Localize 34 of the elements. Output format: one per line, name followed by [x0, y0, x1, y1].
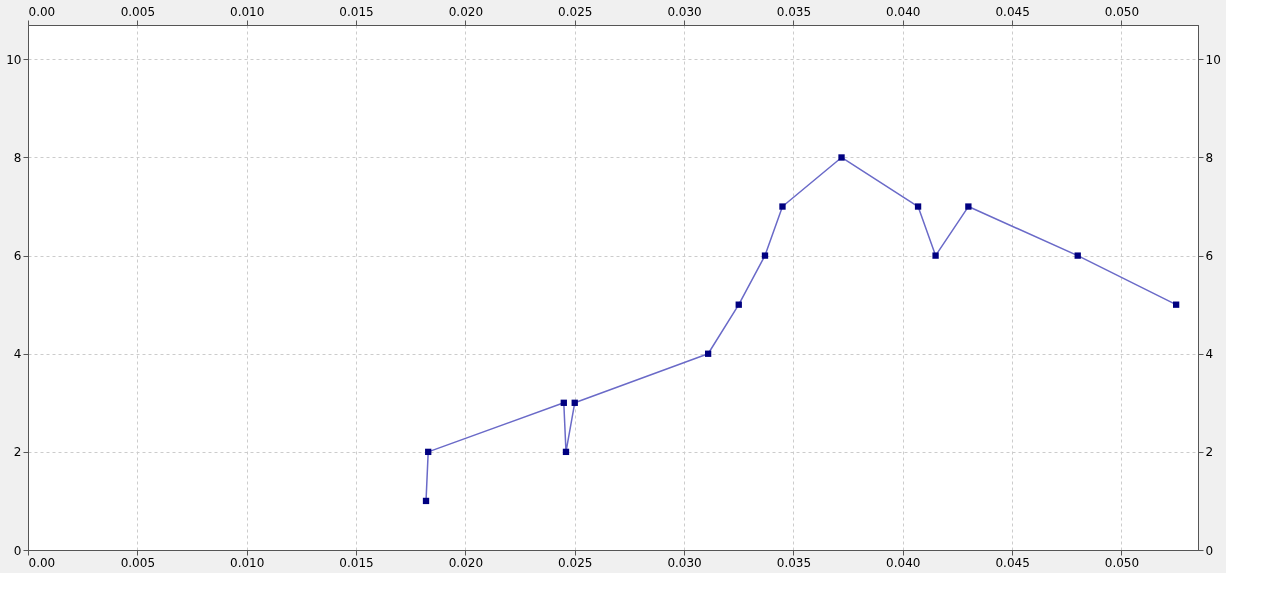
x2-tick-label: 0.025 — [558, 4, 593, 19]
x-tick-label: 0.015 — [339, 555, 374, 570]
x2-tick-label: 0.035 — [776, 4, 812, 19]
x2-tick-label: 0.050 — [1104, 4, 1140, 19]
x2-tick-label: 0.005 — [120, 4, 156, 19]
x2-tick-label: 0.030 — [667, 4, 702, 19]
x-tick-label: 0.050 — [1104, 555, 1140, 570]
x2-tick-label: 0.020 — [448, 4, 484, 19]
x-tick-label: 0.030 — [667, 555, 702, 570]
x-tick-label: 0.040 — [886, 555, 921, 570]
x-tick-label: 0.045 — [995, 555, 1030, 570]
y2-tick-label: 6 — [1205, 249, 1214, 264]
y2-tick-label: 4 — [1205, 347, 1214, 362]
y2-tick-label: 0 — [1205, 543, 1214, 558]
x-tick-label: 0.025 — [558, 555, 593, 570]
x-tick-label: 0.010 — [230, 555, 265, 570]
y-tick-label: 8 — [13, 150, 22, 165]
x2-tick-label: 0.040 — [886, 4, 921, 19]
y-tick-label: 6 — [13, 249, 22, 264]
y-tick-label: 0 — [13, 543, 22, 558]
y-tick-label: 4 — [13, 347, 22, 362]
x2-tick-label: 0.00 — [28, 4, 56, 19]
x2-tick-label: 0.045 — [995, 4, 1030, 19]
x-tick-label: 0.035 — [776, 555, 812, 570]
y-tick-label: 10 — [6, 52, 22, 67]
x2-tick-label: 0.010 — [230, 4, 265, 19]
x-tick-label: 0.00 — [28, 555, 56, 570]
y-tick-label: 2 — [13, 445, 22, 460]
x-tick-label: 0.005 — [120, 555, 156, 570]
x2-tick-label: 0.015 — [339, 4, 374, 19]
y2-tick-label: 10 — [1205, 52, 1221, 67]
y2-tick-label: 2 — [1205, 445, 1214, 460]
y2-tick-label: 8 — [1205, 150, 1214, 165]
x-tick-label: 0.020 — [448, 555, 484, 570]
